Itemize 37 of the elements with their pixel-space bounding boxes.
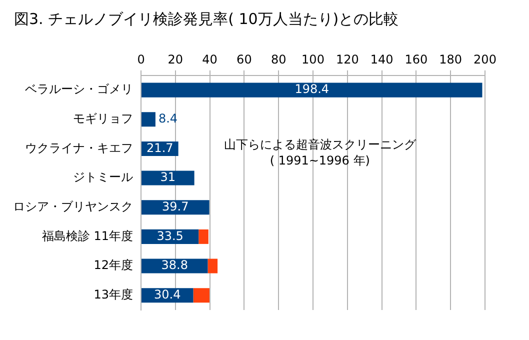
data-label: 38.8 — [161, 258, 188, 272]
bar — [142, 170, 194, 186]
chart-title: 図3. チェルノブイリ検診発見率( 10万人当たり)との比較 — [14, 10, 399, 29]
data-label: 30.4 — [154, 287, 181, 302]
x-tick-label: 40 — [202, 52, 218, 66]
bar — [142, 112, 156, 127]
y-tick-label: ウクライナ・キエフ — [25, 140, 133, 155]
data-label: 8.4 — [158, 112, 178, 126]
bar — [142, 200, 210, 215]
x-tick-label: 200 — [474, 52, 496, 66]
data-label: 198.4 — [294, 82, 330, 96]
bar — [198, 229, 208, 244]
y-tick-label: ジトミール — [73, 170, 133, 184]
y-tick-label: モギリョフ — [73, 112, 133, 126]
x-tick-label: 180 — [439, 52, 462, 66]
y-tick-label: ベラルーシ・ゴメリ — [25, 82, 133, 96]
data-label: 31 — [160, 170, 176, 184]
x-tick-label: 120 — [336, 52, 359, 66]
y-tick-label: 13年度 — [94, 287, 133, 302]
y-tick-label: ロシア・ブリヤンスク — [13, 199, 133, 214]
x-tick-label: 100 — [302, 52, 324, 66]
x-tick-label: 80 — [270, 52, 286, 66]
y-tick-label: 福島検診 11年度 — [42, 228, 133, 243]
x-tick-label: 0 — [137, 52, 145, 66]
data-label: 39.7 — [162, 199, 189, 214]
annotation: ( 1991~1996 年) — [270, 154, 370, 168]
bar — [142, 82, 482, 98]
data-label: 21.7 — [146, 140, 174, 155]
x-tick-label: 60 — [236, 52, 252, 66]
x-tick-label: 160 — [404, 52, 428, 66]
y-tick-label: 12年度 — [94, 258, 133, 272]
bar — [193, 288, 210, 303]
x-tick-label: 140 — [370, 52, 394, 66]
x-tick-label: 20 — [168, 52, 184, 66]
annotation: 山下らによる超音波スクリーニング — [224, 138, 417, 152]
bar — [208, 258, 218, 274]
data-label: 33.5 — [156, 228, 184, 243]
